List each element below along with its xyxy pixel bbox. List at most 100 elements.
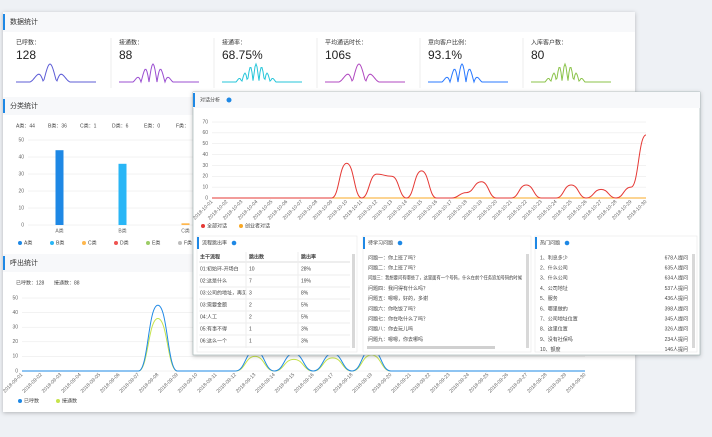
y-tick-label: 40 [18,154,24,160]
sparkline [119,63,199,84]
table-title: 待学习问题 [368,239,393,246]
legend-label: B类 [56,239,64,246]
list-item: 问题一：你上班了吗？ [368,254,418,261]
stat-label: 已呼数： [16,39,40,47]
list-item: 6、哪里做的 [540,305,568,312]
table-cell: 3 [249,290,252,296]
table-title: 流程跳出率 [202,239,227,246]
list-item: 7、公司地址位置 [540,316,578,323]
section-header [3,12,635,32]
legend-dot [201,224,205,228]
dialog-window: 对话分析 0102030405060702018-10-012018-10-02… [192,91,701,356]
summary-text: B类：36 [48,122,67,129]
bar [55,150,64,225]
table-cell: 1 [249,326,252,332]
legend-dot [178,241,182,245]
table-panel [196,235,358,353]
list-count: 537人提问 [665,285,688,292]
line-series [211,134,647,199]
scrollbar [352,254,355,348]
list-count: 146人提问 [665,346,688,353]
stat-label: 接通数： [119,39,143,47]
y-tick-label: 0 [205,195,208,201]
sparkline [531,62,611,83]
list-item: 3、什么公司 [540,275,568,282]
legend-label: D类 [120,239,129,246]
header-accent [197,237,199,249]
x-tick-label: B类 [118,227,126,234]
x-tick-label: A类 [55,227,63,234]
header-accent [193,93,195,107]
table-cell: 2 [249,302,252,308]
line-series [21,304,585,372]
summary-text: A类：44 [16,122,35,129]
stat-value: 93.1% [428,48,462,62]
help-icon[interactable] [226,97,232,103]
list-item: 10、额度 [540,346,561,353]
legend-label: 已呼数 [24,397,39,404]
table-cell: 28% [301,266,312,272]
y-tick-label: 20 [202,174,208,180]
table-header: 跳出数 [249,253,265,260]
list-item: 问题二：你上班了吗？ [368,265,418,272]
h-scrollbar [367,346,495,349]
table-panel [534,235,698,353]
legend-label: C类 [88,239,97,246]
section-title: 数据统计 [10,17,38,26]
header-accent [535,237,537,249]
scrollbar [526,254,529,348]
help-icon [564,240,570,246]
table-header: 跳出率 [301,253,316,260]
help-icon [397,240,403,246]
stat-label: 入库客户数： [531,39,567,47]
x-tick-label: C类 [181,227,190,234]
table-cell: 5% [301,314,309,320]
legend-label: A类 [24,239,32,246]
list-count: 398人提问 [665,305,688,312]
list-item: 4、公司地址 [540,285,568,292]
summary-text: D类：6 [112,122,129,129]
y-tick-label: 70 [202,119,208,125]
header-accent [3,99,5,113]
y-tick-label: 0 [15,368,18,374]
legend-dot [18,241,22,245]
table-header: 主干流程 [200,253,220,260]
sparkline [16,63,96,83]
legend-label: 接通数 [62,397,77,404]
sparkline [325,63,405,83]
summary-text: C类：1 [80,122,97,129]
list-item: 8、这里位置 [540,326,568,333]
list-count: 326人提问 [665,326,688,333]
y-tick-label: 10 [12,354,18,360]
y-tick-label: 20 [12,339,18,345]
y-tick-label: 30 [202,163,208,169]
legend-label: 全部对话 [207,222,227,229]
list-item: 问题六：你吃饭了吗？ [368,305,418,312]
summary-text: F类： [176,122,189,129]
help-icon [231,240,237,246]
header-accent [3,14,5,30]
table-cell: 01:初始环-开场白 [200,265,239,272]
y-tick-label: 50 [18,137,24,143]
list-count: 678人提问 [665,254,688,261]
list-item: 问题八：你去玩儿吗 [368,326,413,333]
table-cell: 7 [249,278,252,284]
y-tick-label: 50 [202,141,208,147]
legend-dot [18,399,22,403]
y-tick-label: 30 [18,171,24,177]
stat-label: 接通率： [222,39,246,47]
list-count: 635人提问 [665,265,688,272]
summary-text: E类：0 [144,122,160,129]
sparkline [428,63,508,84]
window-title: 对话分析 [200,96,220,103]
summary-text: 接通数：88 [54,279,80,286]
table-cell: 3% [301,338,309,344]
list-item: 2、什么公司 [540,265,568,272]
table-cell: 2 [249,314,252,320]
y-tick-label: 60 [202,130,208,136]
y-tick-label: 10 [202,184,208,190]
y-tick-label: 50 [12,295,18,301]
stat-value: 88 [119,48,133,62]
stat-value: 68.75% [222,48,263,62]
legend-dot [56,399,60,403]
